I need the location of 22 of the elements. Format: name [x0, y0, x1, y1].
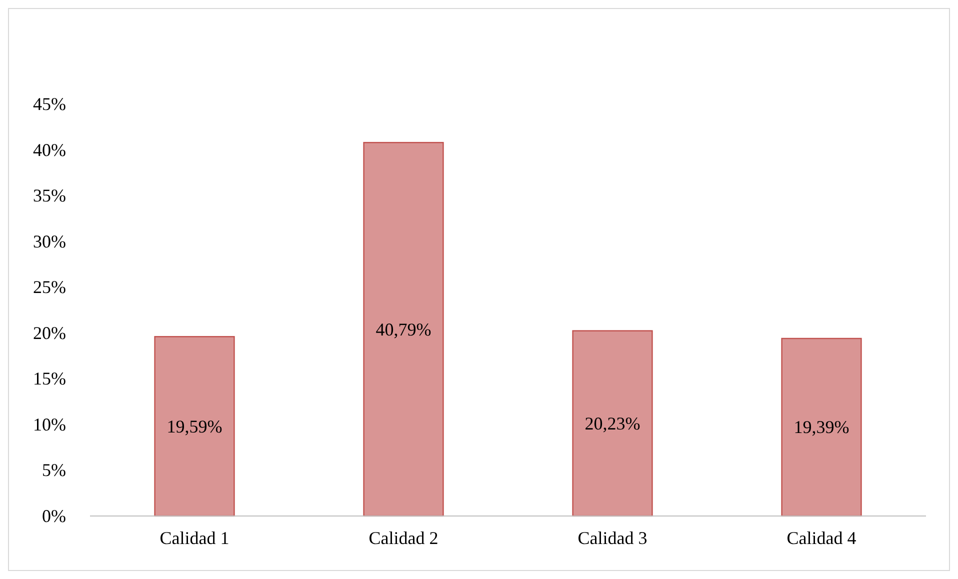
- y-tick-label: 5%: [42, 460, 66, 480]
- y-tick-label: 35%: [33, 186, 66, 206]
- y-tick-label: 30%: [33, 231, 66, 252]
- y-tick-label: 0%: [42, 506, 66, 526]
- y-tick-label: 20%: [33, 322, 66, 343]
- x-tick-label: Calidad 2: [368, 528, 438, 548]
- data-label: 19,39%: [794, 417, 850, 438]
- data-label: 40,79%: [376, 319, 432, 340]
- data-label: 20,23%: [584, 413, 640, 434]
- y-tick-label: 15%: [33, 368, 66, 389]
- y-tick-label: 10%: [33, 414, 66, 434]
- x-tick-label: Calidad 3: [578, 528, 648, 548]
- y-tick-label: 45%: [33, 94, 66, 114]
- data-label: 19,59%: [166, 416, 222, 436]
- bar: [572, 330, 653, 517]
- x-tick-label: Calidad 1: [160, 528, 230, 548]
- x-tick-label: Calidad 4: [786, 528, 856, 548]
- y-tick-label: 25%: [33, 277, 66, 298]
- bar: [781, 338, 862, 517]
- y-tick-label: 40%: [33, 140, 66, 160]
- bar: [363, 142, 444, 517]
- bar: [154, 336, 235, 517]
